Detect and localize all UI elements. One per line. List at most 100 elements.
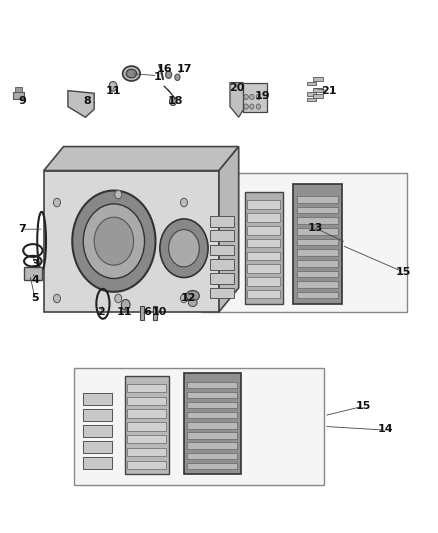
- Bar: [13, 92, 24, 99]
- Bar: [127, 435, 166, 443]
- Bar: [83, 409, 112, 421]
- Circle shape: [94, 217, 134, 265]
- Bar: [140, 306, 144, 320]
- Bar: [184, 373, 241, 474]
- Polygon shape: [219, 147, 239, 312]
- Circle shape: [109, 82, 117, 91]
- Text: 7: 7: [18, 224, 26, 234]
- Bar: [210, 288, 234, 298]
- Bar: [187, 402, 237, 408]
- Polygon shape: [44, 171, 219, 312]
- Bar: [247, 252, 280, 260]
- Circle shape: [250, 94, 254, 100]
- Circle shape: [256, 94, 261, 100]
- Polygon shape: [68, 91, 94, 117]
- Text: 9: 9: [18, 96, 26, 106]
- Bar: [313, 77, 323, 81]
- Bar: [127, 422, 166, 431]
- Bar: [74, 368, 324, 485]
- Circle shape: [72, 191, 155, 292]
- Bar: [187, 442, 237, 449]
- Bar: [210, 216, 234, 227]
- Bar: [245, 192, 283, 304]
- Text: 18: 18: [167, 96, 183, 106]
- Bar: [247, 277, 280, 286]
- Bar: [247, 264, 280, 273]
- Bar: [187, 422, 237, 429]
- Bar: [297, 281, 338, 288]
- Bar: [297, 239, 338, 245]
- Text: 6: 6: [143, 307, 151, 317]
- Ellipse shape: [123, 66, 140, 81]
- Bar: [187, 382, 237, 388]
- Bar: [210, 230, 234, 241]
- Bar: [247, 239, 280, 247]
- Bar: [297, 249, 338, 256]
- Text: 16: 16: [156, 64, 172, 74]
- Text: 13: 13: [307, 223, 323, 233]
- Bar: [127, 384, 166, 392]
- Bar: [247, 200, 280, 209]
- Ellipse shape: [186, 290, 199, 301]
- Bar: [297, 271, 338, 277]
- Text: 8: 8: [84, 96, 92, 106]
- Circle shape: [160, 219, 208, 278]
- Bar: [210, 273, 234, 284]
- Circle shape: [244, 94, 248, 100]
- Ellipse shape: [126, 69, 137, 78]
- Bar: [307, 98, 316, 101]
- Circle shape: [166, 71, 172, 78]
- Bar: [297, 260, 338, 266]
- Bar: [313, 88, 323, 92]
- Bar: [153, 306, 157, 320]
- Text: 10: 10: [152, 307, 168, 317]
- Bar: [210, 245, 234, 255]
- Circle shape: [244, 104, 248, 109]
- Circle shape: [175, 74, 180, 80]
- Text: 12: 12: [180, 294, 196, 303]
- Circle shape: [53, 294, 60, 303]
- Text: 5: 5: [31, 294, 39, 303]
- Bar: [243, 83, 267, 112]
- Text: 11: 11: [106, 86, 122, 95]
- Bar: [125, 376, 169, 474]
- Bar: [201, 173, 407, 312]
- Polygon shape: [230, 83, 245, 117]
- Bar: [313, 94, 323, 98]
- Bar: [293, 184, 342, 304]
- Bar: [83, 393, 112, 405]
- Text: 1: 1: [154, 72, 162, 82]
- Bar: [307, 82, 316, 85]
- Bar: [15, 87, 22, 92]
- Text: 15: 15: [395, 267, 411, 277]
- Circle shape: [180, 294, 187, 303]
- Bar: [127, 448, 166, 456]
- Bar: [127, 409, 166, 418]
- Bar: [247, 226, 280, 235]
- Circle shape: [115, 294, 122, 303]
- Bar: [127, 397, 166, 405]
- Circle shape: [180, 198, 187, 207]
- Bar: [187, 463, 237, 469]
- Circle shape: [121, 300, 130, 310]
- Bar: [297, 207, 338, 213]
- Bar: [24, 266, 42, 280]
- Circle shape: [83, 204, 145, 279]
- Bar: [187, 453, 237, 459]
- Circle shape: [53, 198, 60, 207]
- Circle shape: [256, 104, 261, 109]
- Bar: [83, 441, 112, 453]
- Circle shape: [170, 97, 177, 106]
- Text: 14: 14: [378, 424, 393, 434]
- Ellipse shape: [188, 299, 197, 306]
- Bar: [127, 461, 166, 469]
- Text: 11: 11: [117, 307, 133, 317]
- Bar: [210, 259, 234, 270]
- Bar: [297, 292, 338, 298]
- Text: 2: 2: [97, 307, 105, 317]
- Text: 17: 17: [176, 64, 192, 74]
- Text: 15: 15: [356, 401, 371, 411]
- Bar: [83, 457, 112, 469]
- Bar: [247, 290, 280, 298]
- Bar: [307, 92, 316, 96]
